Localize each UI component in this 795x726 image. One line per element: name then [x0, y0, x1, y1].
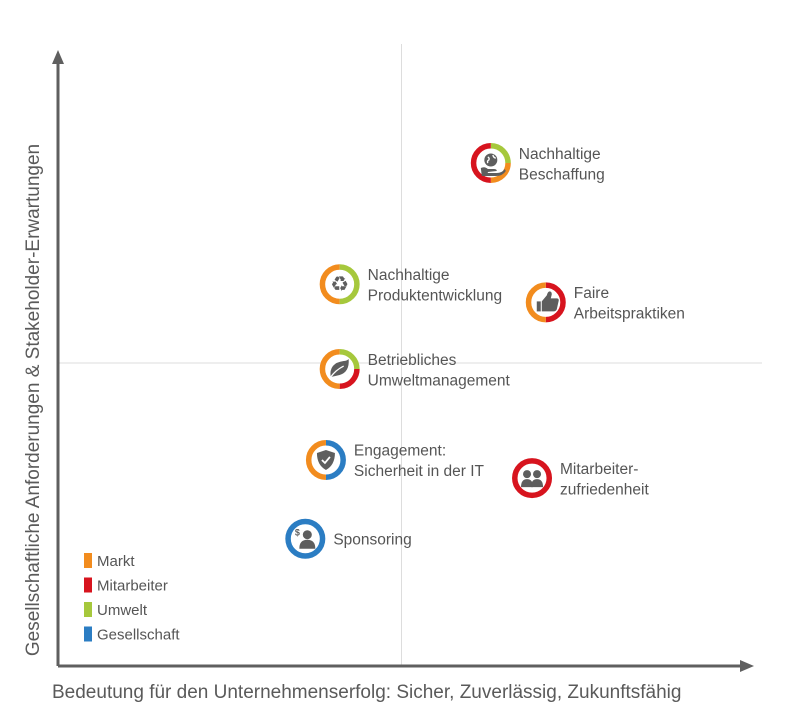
- data-point: $ Sponsoring: [285, 518, 412, 559]
- data-point: Mitarbeiter-zufriedenheit: [512, 458, 649, 498]
- ring-segment: [319, 264, 340, 305]
- legend-label: Umwelt: [97, 602, 148, 619]
- data-point: Betriebliches Umweltmanagement: [319, 349, 511, 390]
- data-point: ♻ Nachhaltige Produktentwicklung: [319, 264, 502, 305]
- point-label: Mitarbeiter-: [560, 461, 638, 478]
- point-label: Produktentwicklung: [368, 287, 502, 304]
- sponsor-person-icon: $: [295, 528, 316, 549]
- y-axis-arrow-icon: [52, 50, 64, 64]
- point-label: Nachhaltige: [368, 267, 450, 284]
- data-point: Engagement: Sicherheit in der IT: [305, 439, 485, 480]
- ring-segment: [305, 439, 327, 480]
- marker-background: [319, 264, 360, 305]
- legend-label: Markt: [97, 553, 135, 570]
- shield-check-icon: [316, 449, 335, 470]
- point-label: Nachhaltige: [519, 146, 601, 163]
- leaf-icon: [330, 359, 349, 378]
- point-label: Sponsoring: [333, 532, 411, 549]
- legend-swatch: [84, 577, 92, 593]
- recycle-icon: ♻: [330, 273, 349, 296]
- ring-segment: [545, 282, 566, 323]
- point-label: Sicherheit in der IT: [354, 463, 485, 480]
- people-icon: [521, 470, 544, 488]
- point-label: Beschaffung: [519, 166, 605, 183]
- x-axis-arrow-icon: [740, 660, 754, 672]
- ring-segment: [319, 349, 340, 390]
- point-label: Betriebliches: [368, 352, 457, 369]
- svg-text:$: $: [295, 528, 300, 538]
- legend-item: Umwelt: [84, 602, 148, 619]
- ring-segment: [490, 143, 511, 164]
- ring-segment: [470, 143, 492, 184]
- ring-segment: [490, 162, 511, 184]
- point-label: Engagement:: [354, 443, 446, 460]
- legend-item: Mitarbeiter: [84, 577, 168, 595]
- ring-segment: [339, 264, 360, 305]
- legend-label: Gesellschaft: [97, 627, 180, 644]
- ring-segment: [285, 518, 326, 559]
- data-point: Faire Arbeitspraktiken: [525, 282, 685, 323]
- legend-item: Gesellschaft: [84, 626, 180, 644]
- legend-swatch: [84, 626, 92, 642]
- hand-globe-icon: [480, 153, 506, 177]
- point-label: Arbeitspraktiken: [574, 306, 685, 323]
- legend-swatch: [84, 553, 92, 568]
- legend-item: Markt: [84, 553, 135, 570]
- legend-label: Mitarbeiter: [97, 578, 168, 595]
- x-axis-label: Bedeutung für den Unternehmenserfolg: Si…: [52, 682, 682, 703]
- point-label: zufriedenheit: [560, 481, 649, 498]
- point-label: Umweltmanagement: [368, 372, 511, 389]
- legend-swatch: [84, 602, 92, 617]
- ring-segment: [339, 349, 360, 370]
- svg-text:♻: ♻: [330, 273, 349, 296]
- thumbs-up-icon: [536, 291, 559, 312]
- ring-segment: [525, 282, 546, 323]
- point-label: Faire: [574, 285, 609, 302]
- data-point: Nachhaltige Beschaffung: [470, 143, 605, 184]
- y-axis-label: Gesellschaftliche Anforderungen & Stakeh…: [23, 143, 44, 657]
- ring-segment: [339, 368, 360, 390]
- marker-background: [512, 458, 553, 499]
- ring-segment: [512, 458, 553, 499]
- ring-segment: [325, 439, 346, 480]
